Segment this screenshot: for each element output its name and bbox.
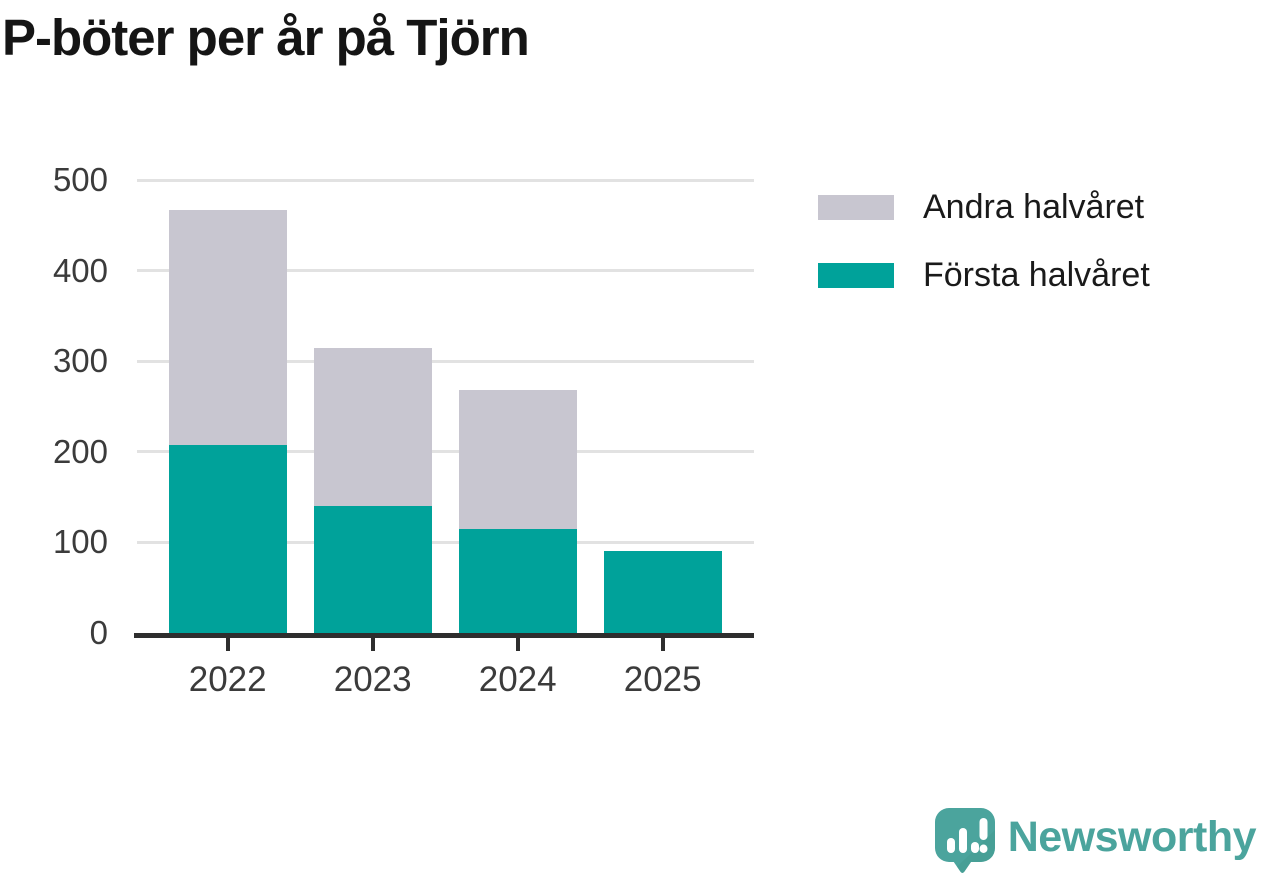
newsworthy-logo-icon — [934, 808, 995, 873]
chart-title: P-böter per år på Tjörn — [2, 9, 530, 66]
bar-2023-andra-halvaret — [313, 347, 432, 507]
legend-swatch-andra-halvaret — [818, 194, 894, 220]
x-axis-label-2024: 2024 — [478, 660, 557, 699]
newsworthy-logo-text: Newsworthy — [1007, 812, 1257, 861]
legend-swatch-forsta-halvaret — [818, 262, 894, 288]
legend-label-forsta-halvaret: Första halvåret — [923, 256, 1150, 294]
x-axis-tick-2023 — [370, 638, 375, 651]
x-axis-label-2025: 2025 — [623, 660, 702, 699]
gridline-300 — [137, 359, 754, 363]
legend: Andra halvåret Första halvåret — [818, 188, 1150, 324]
gridline-100 — [137, 540, 754, 544]
x-axis-tick-2024 — [515, 638, 520, 651]
y-axis-label-200: 200 — [52, 432, 108, 470]
gridline-500 — [137, 178, 754, 182]
x-axis-tick-2022 — [225, 638, 230, 651]
bar-2024-forsta-halvaret — [458, 528, 577, 633]
x-axis-tick-2025 — [660, 638, 665, 651]
y-axis-label-400: 400 — [52, 251, 108, 289]
bar-2022-forsta-halvaret — [168, 444, 287, 633]
y-axis-label-100: 100 — [52, 523, 108, 561]
bar-2023-forsta-halvaret — [313, 506, 432, 633]
y-axis-label-0: 0 — [89, 614, 108, 651]
legend-label-andra-halvaret: Andra halvåret — [923, 188, 1145, 226]
gridline-200 — [137, 450, 754, 454]
bar-2022-andra-halvaret — [168, 209, 287, 445]
y-axis-label-300: 300 — [52, 342, 108, 380]
legend-item-forsta-halvaret: Första halvåret — [818, 256, 1150, 294]
legend-item-andra-halvaret: Andra halvåret — [818, 188, 1150, 226]
x-axis-label-2023: 2023 — [333, 660, 412, 699]
bar-2024-andra-halvaret — [458, 390, 577, 529]
x-axis-line — [134, 633, 754, 638]
x-axis-label-2022: 2022 — [188, 660, 267, 699]
newsworthy-branding: Newsworthy — [934, 808, 1257, 874]
gridline-400 — [137, 269, 754, 273]
bar-2025-forsta-halvaret — [603, 551, 722, 633]
y-axis-label-500: 500 — [52, 161, 108, 198]
